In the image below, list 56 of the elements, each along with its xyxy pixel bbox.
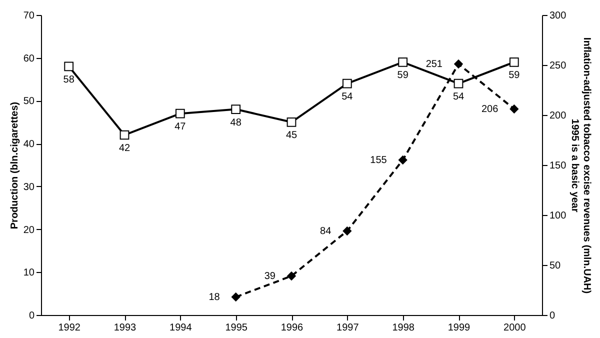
y-tick-label: 50 <box>23 96 35 108</box>
data-label: 251 <box>426 59 443 70</box>
y-tick-label: 70 <box>23 10 35 22</box>
y-tick-label: 30 <box>23 182 35 193</box>
y-tick-label: 10 <box>23 268 35 279</box>
y2-tick-label: 50 <box>550 260 562 272</box>
y-tick-label: 20 <box>23 224 35 236</box>
y2-tick-label: 0 <box>550 310 556 322</box>
point <box>509 57 519 67</box>
point <box>175 108 185 118</box>
y-tick-label: 40 <box>23 139 35 150</box>
data-label: 58 <box>63 74 75 86</box>
x-tick-label: 1999 <box>448 322 471 334</box>
point <box>510 104 519 114</box>
point <box>398 57 408 67</box>
y2-tick-label: 200 <box>550 110 567 122</box>
y-tick-label: 60 <box>23 53 35 64</box>
y-tick-label: 0 <box>28 310 35 322</box>
x-tick-label: 1996 <box>280 322 304 334</box>
data-label: 54 <box>342 92 354 103</box>
data-label: 45 <box>286 130 298 142</box>
x-tick-label: 1998 <box>392 322 415 334</box>
x-tick-label: 1995 <box>225 322 248 334</box>
point <box>231 292 240 302</box>
y2-tick-label: 250 <box>550 60 567 72</box>
point <box>120 130 130 140</box>
x-tick-label: 1994 <box>170 322 192 334</box>
point <box>64 62 74 72</box>
point <box>286 117 296 127</box>
data-label: 18 <box>208 292 220 303</box>
x-tick-label: 1997 <box>336 322 360 334</box>
data-label: 39 <box>264 271 276 282</box>
data-label: 59 <box>508 70 520 82</box>
data-label: 155 <box>370 155 388 166</box>
y2-tick-label: 300 <box>550 10 567 22</box>
data-label: 84 <box>320 226 332 237</box>
point <box>342 78 352 88</box>
point <box>454 78 464 88</box>
y2-tick-label: 150 <box>550 160 567 172</box>
data-label: 42 <box>118 143 130 154</box>
x-tick-label: 2000 <box>504 322 526 334</box>
point <box>287 272 296 280</box>
data-label: 47 <box>174 122 186 133</box>
data-label: 59 <box>397 70 409 82</box>
x-tick-label: 1992 <box>58 322 81 334</box>
point <box>398 156 408 164</box>
data-label: 54 <box>452 92 464 103</box>
y2-axis-title: Inflation-adjusted tobacco excise revenues (mln.UAH) 1995 is a basic year <box>569 37 592 294</box>
y2-tick-label: 100 <box>550 210 567 222</box>
point <box>231 104 241 114</box>
data-label: 206 <box>481 104 499 115</box>
x-tick-label: 1993 <box>114 322 137 334</box>
point <box>454 60 463 68</box>
y-axis-title: Production (bln.cigarettes) <box>9 102 20 230</box>
point <box>342 226 352 236</box>
data-label: 48 <box>230 117 242 128</box>
